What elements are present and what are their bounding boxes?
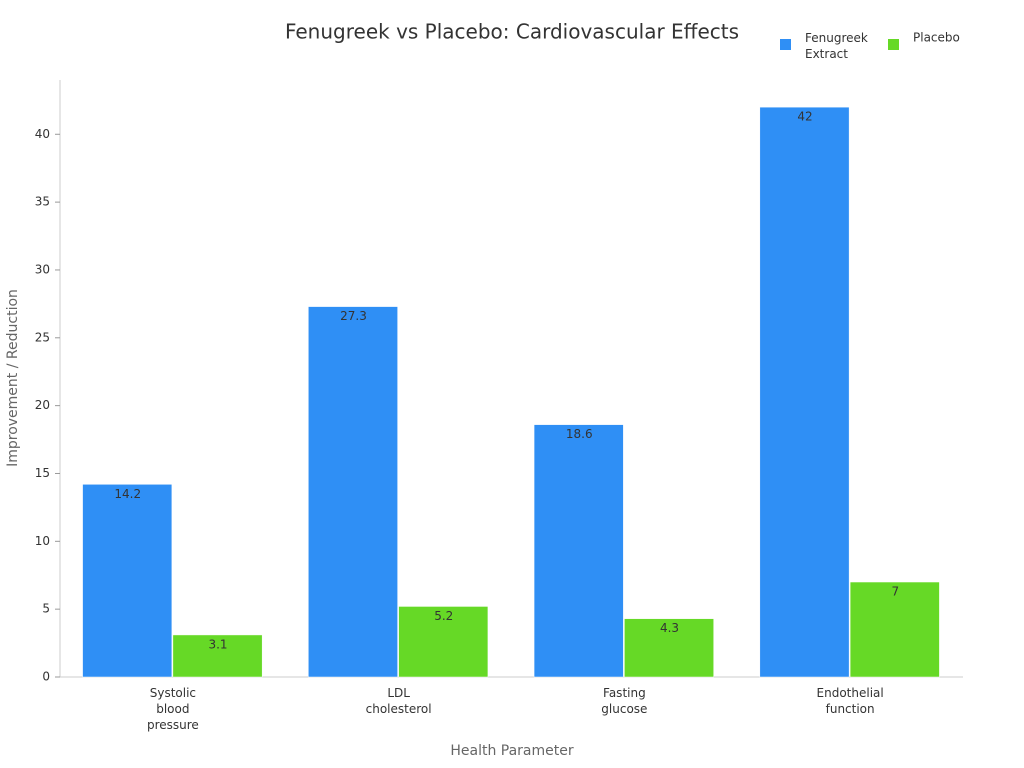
x-tick-label: Fasting glucose — [601, 686, 648, 716]
y-axis-label: Improvement / Reduction — [5, 289, 21, 467]
bar — [172, 634, 263, 678]
x-axis-label: Health Parameter — [450, 743, 574, 759]
x-tick-label: LDL cholesterol — [365, 686, 432, 716]
value-label: 7 — [891, 585, 899, 599]
y-tick-label: 25 — [35, 330, 50, 344]
value-label: 14.2 — [114, 487, 141, 501]
chart-title: Fenugreek vs Placebo: Cardiovascular Eff… — [285, 20, 739, 44]
legend-label: Fenugreek Extract — [805, 31, 872, 61]
value-label: 42 — [797, 110, 812, 124]
legend-swatch — [780, 39, 791, 50]
bar — [82, 484, 173, 678]
y-tick-label: 10 — [35, 534, 50, 548]
value-label: 4.3 — [660, 621, 679, 635]
value-label: 18.6 — [566, 427, 593, 441]
legend-line: Fenugreek — [805, 31, 872, 45]
bar — [624, 618, 714, 678]
bar — [533, 424, 624, 678]
bar — [759, 106, 850, 678]
value-label: 5.2 — [434, 609, 453, 623]
bar — [308, 306, 398, 678]
bar — [398, 606, 489, 678]
bar — [849, 581, 940, 678]
legend-line: Extract — [805, 47, 848, 61]
y-tick-label: 5 — [42, 602, 50, 616]
value-label: 3.1 — [208, 637, 227, 651]
y-tick-label: 20 — [35, 398, 50, 412]
y-tick-label: 0 — [42, 670, 50, 684]
legend-label: Placebo — [913, 31, 960, 45]
y-tick-label: 15 — [35, 466, 50, 480]
x-tick-label: Endothelial function — [816, 686, 884, 716]
legend-swatch — [888, 39, 899, 50]
y-tick-label: 40 — [35, 127, 50, 141]
value-label: 27.3 — [340, 309, 367, 323]
x-tick-label: Systolic blood pressure — [146, 686, 199, 732]
y-tick-label: 30 — [35, 262, 50, 276]
y-tick-label: 35 — [35, 195, 50, 209]
